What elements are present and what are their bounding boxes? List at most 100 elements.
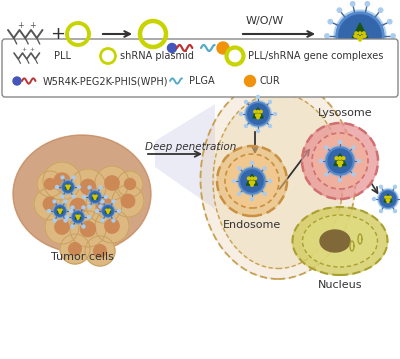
Circle shape — [380, 185, 382, 188]
Circle shape — [112, 200, 115, 203]
Circle shape — [112, 219, 115, 222]
Circle shape — [94, 245, 106, 257]
Circle shape — [72, 195, 75, 198]
Circle shape — [334, 10, 386, 62]
Circle shape — [43, 162, 81, 200]
Text: PLL: PLL — [54, 51, 71, 61]
Circle shape — [244, 101, 248, 103]
Ellipse shape — [13, 135, 151, 253]
Circle shape — [244, 75, 256, 87]
Circle shape — [82, 225, 85, 228]
Circle shape — [254, 177, 256, 180]
Circle shape — [71, 225, 74, 228]
Text: +: + — [17, 21, 24, 30]
Circle shape — [102, 205, 114, 217]
Circle shape — [338, 178, 342, 182]
Text: PLL/shRNA gene complexes: PLL/shRNA gene complexes — [248, 51, 383, 61]
Circle shape — [260, 111, 262, 113]
Polygon shape — [92, 194, 98, 199]
Circle shape — [58, 209, 59, 210]
Circle shape — [118, 210, 120, 213]
Circle shape — [354, 35, 356, 37]
Circle shape — [388, 19, 392, 24]
Circle shape — [67, 185, 69, 186]
Circle shape — [268, 125, 272, 127]
Ellipse shape — [302, 215, 378, 267]
Circle shape — [385, 196, 387, 198]
Circle shape — [256, 95, 260, 98]
Circle shape — [71, 206, 74, 209]
Circle shape — [66, 215, 68, 219]
Polygon shape — [253, 108, 263, 118]
Circle shape — [380, 210, 382, 213]
Ellipse shape — [292, 207, 388, 275]
Circle shape — [103, 206, 113, 216]
Circle shape — [60, 211, 61, 212]
Circle shape — [90, 192, 100, 202]
Ellipse shape — [213, 93, 343, 269]
Circle shape — [352, 146, 355, 149]
Circle shape — [325, 146, 328, 149]
Circle shape — [364, 35, 366, 37]
Text: Endosome: Endosome — [223, 220, 281, 230]
Circle shape — [101, 200, 104, 203]
Circle shape — [324, 145, 356, 177]
Circle shape — [88, 215, 90, 219]
Circle shape — [106, 209, 107, 210]
Circle shape — [13, 77, 21, 85]
Polygon shape — [246, 174, 258, 185]
Circle shape — [268, 180, 272, 182]
Circle shape — [86, 187, 122, 223]
Circle shape — [69, 185, 70, 186]
Circle shape — [338, 140, 342, 144]
Circle shape — [391, 34, 395, 38]
Circle shape — [339, 15, 381, 57]
Text: W/O/W: W/O/W — [246, 16, 284, 26]
Polygon shape — [65, 184, 71, 189]
Circle shape — [79, 215, 80, 216]
Circle shape — [358, 159, 360, 163]
Polygon shape — [155, 104, 215, 209]
Circle shape — [96, 210, 98, 213]
Circle shape — [60, 188, 96, 224]
Circle shape — [250, 162, 254, 164]
Circle shape — [121, 194, 135, 208]
Circle shape — [380, 191, 396, 207]
Polygon shape — [75, 214, 81, 219]
Circle shape — [256, 130, 260, 132]
Polygon shape — [105, 208, 111, 213]
Circle shape — [239, 168, 265, 194]
Circle shape — [59, 211, 60, 212]
Circle shape — [250, 181, 252, 183]
Circle shape — [66, 185, 67, 186]
Circle shape — [96, 195, 97, 196]
Circle shape — [37, 171, 63, 197]
Circle shape — [55, 206, 65, 216]
Circle shape — [85, 236, 115, 266]
Circle shape — [238, 192, 241, 195]
Circle shape — [342, 157, 345, 160]
Circle shape — [340, 161, 343, 164]
Text: CUR: CUR — [259, 76, 280, 86]
Circle shape — [217, 42, 229, 54]
Circle shape — [43, 197, 57, 211]
Circle shape — [361, 36, 363, 38]
Circle shape — [225, 154, 279, 208]
Circle shape — [250, 197, 254, 200]
Circle shape — [94, 197, 95, 198]
Text: Lysosome: Lysosome — [318, 108, 372, 118]
Circle shape — [95, 209, 129, 243]
Circle shape — [67, 187, 68, 188]
Circle shape — [59, 209, 61, 210]
Circle shape — [246, 102, 270, 126]
Circle shape — [44, 178, 56, 190]
Circle shape — [67, 188, 69, 190]
Circle shape — [312, 133, 368, 189]
Circle shape — [337, 8, 342, 13]
Circle shape — [61, 195, 64, 198]
Text: PLGA: PLGA — [189, 76, 215, 86]
Circle shape — [76, 215, 77, 216]
Circle shape — [257, 116, 259, 119]
Circle shape — [252, 181, 255, 183]
Circle shape — [338, 164, 341, 167]
